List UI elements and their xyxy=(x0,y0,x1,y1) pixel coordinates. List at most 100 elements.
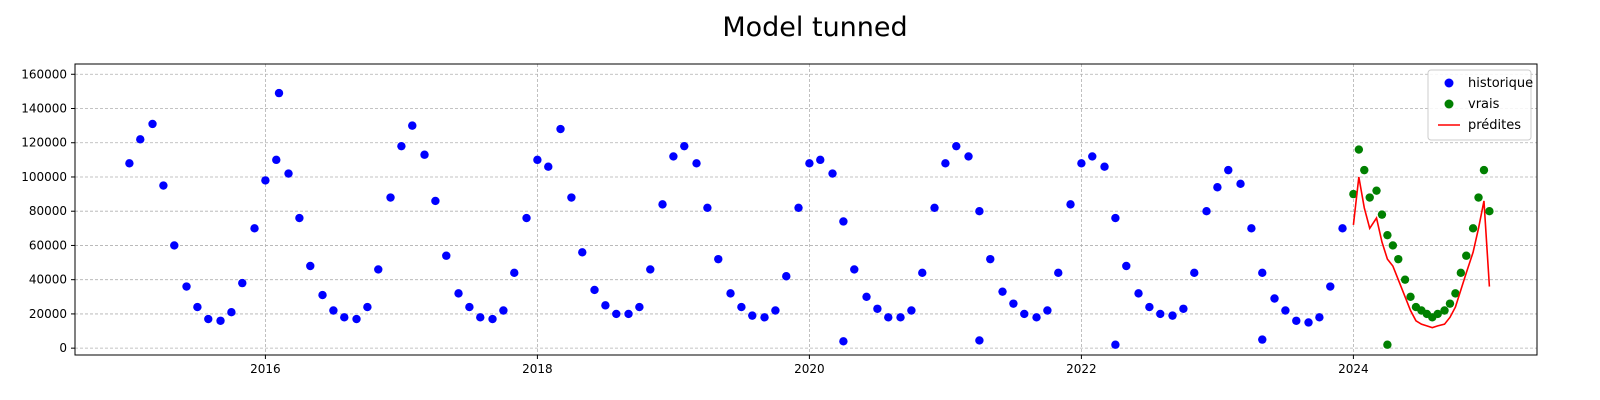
x-tick-label: 2018 xyxy=(522,362,553,376)
data-point-historique xyxy=(136,135,145,144)
data-point-historique xyxy=(850,265,859,274)
y-tick-label: 80000 xyxy=(29,204,67,218)
data-point-historique xyxy=(590,285,599,295)
data-point-historique xyxy=(1224,165,1233,175)
data-point-historique xyxy=(352,314,361,324)
data-point-historique xyxy=(125,159,134,168)
data-point-historique xyxy=(148,119,157,129)
data-point-historique xyxy=(1258,268,1267,278)
data-point-historique xyxy=(295,213,304,223)
legend-marker-vrais xyxy=(1444,99,1454,109)
y-tick-label: 160000 xyxy=(21,67,67,81)
data-point-vrais xyxy=(1400,275,1410,284)
chart-title: Model tunned xyxy=(722,12,907,43)
legend-label-historique: historique xyxy=(1468,76,1533,91)
data-point-historique xyxy=(567,193,576,202)
y-tick-label: 40000 xyxy=(29,273,67,287)
data-point-historique xyxy=(1202,207,1211,216)
data-point-historique xyxy=(952,141,961,151)
plot-frame xyxy=(74,63,1538,356)
data-point-historique xyxy=(737,302,746,312)
data-point-historique xyxy=(760,313,769,322)
data-point-historique xyxy=(454,289,463,298)
y-tick-label: 0 xyxy=(59,341,67,355)
y-tick-label: 140000 xyxy=(21,102,67,116)
data-point-vrais xyxy=(1383,340,1392,349)
data-point-historique xyxy=(340,313,349,322)
data-point-historique xyxy=(318,290,327,300)
data-point-historique xyxy=(624,309,633,319)
data-point-historique xyxy=(601,301,610,310)
data-point-historique xyxy=(1304,318,1313,327)
data-point-vrais xyxy=(1451,289,1460,298)
data-point-historique xyxy=(182,282,191,291)
data-point-historique xyxy=(1032,313,1041,322)
data-point-historique xyxy=(816,155,825,165)
data-point-historique xyxy=(261,176,270,185)
data-point-historique xyxy=(805,159,814,168)
data-point-historique xyxy=(1213,183,1222,192)
data-point-historique xyxy=(488,314,497,324)
data-point-historique xyxy=(839,217,848,226)
data-point-historique xyxy=(1292,316,1301,325)
legend-label-prédites: prédites xyxy=(1468,118,1521,133)
data-point-historique xyxy=(1043,306,1052,315)
data-point-vrais xyxy=(1388,241,1398,250)
data-point-historique xyxy=(431,196,440,206)
legend: historique vrais prédites xyxy=(1427,69,1533,141)
data-point-historique xyxy=(692,159,701,168)
data-point-historique xyxy=(1258,335,1267,344)
data-point-historique xyxy=(1066,200,1075,209)
data-point-historique xyxy=(442,251,451,260)
data-point-historique xyxy=(556,124,565,134)
grid xyxy=(75,64,1537,355)
data-point-historique xyxy=(1134,289,1143,298)
x-tick-label: 2024 xyxy=(1338,362,1369,376)
data-point-historique xyxy=(828,169,837,178)
data-point-historique xyxy=(510,268,519,278)
data-point-historique xyxy=(782,272,791,281)
data-point-historique xyxy=(522,213,531,223)
data-point-historique xyxy=(896,313,905,322)
data-point-historique xyxy=(193,302,202,312)
data-point-historique xyxy=(1122,261,1131,271)
data-point-historique xyxy=(1145,302,1154,312)
x-tick-label: 2016 xyxy=(250,362,281,376)
data-point-historique xyxy=(1100,162,1109,171)
data-point-historique xyxy=(658,200,667,209)
data-point-historique xyxy=(726,289,735,298)
data-point-historique xyxy=(1236,179,1245,189)
data-point-historique xyxy=(941,159,950,168)
data-point-vrais xyxy=(1479,165,1489,175)
data-point-historique xyxy=(227,308,236,317)
data-point-historique xyxy=(465,302,474,312)
data-point-historique xyxy=(250,224,259,233)
data-point-historique xyxy=(272,155,281,165)
data-point-vrais xyxy=(1354,145,1364,154)
data-point-vrais xyxy=(1485,207,1494,216)
data-point-historique xyxy=(1111,340,1120,349)
data-point-vrais xyxy=(1394,254,1403,264)
data-point-historique xyxy=(238,278,247,288)
data-point-historique xyxy=(1281,306,1290,315)
data-point-historique xyxy=(1020,309,1029,319)
data-point-historique xyxy=(1338,224,1347,233)
data-point-historique xyxy=(363,302,372,312)
data-point-vrais xyxy=(1365,193,1374,202)
y-tick-label: 20000 xyxy=(29,307,67,321)
data-point-vrais xyxy=(1456,268,1466,278)
data-point-historique xyxy=(975,207,984,216)
data-point-historique xyxy=(1315,313,1324,322)
data-point-historique xyxy=(1088,152,1097,161)
data-point-historique xyxy=(216,316,225,325)
data-point-historique xyxy=(635,302,644,312)
legend-marker-historique xyxy=(1444,78,1454,88)
axes: 2016 2018 2020 2022 2024 0 20000 40000 60000 8000… xyxy=(21,67,1368,376)
data-point-historique xyxy=(1009,299,1018,308)
data-point-historique xyxy=(669,152,678,161)
data-point-historique xyxy=(374,265,383,274)
data-point-historique xyxy=(862,292,871,301)
y-tick-label: 100000 xyxy=(21,170,67,184)
